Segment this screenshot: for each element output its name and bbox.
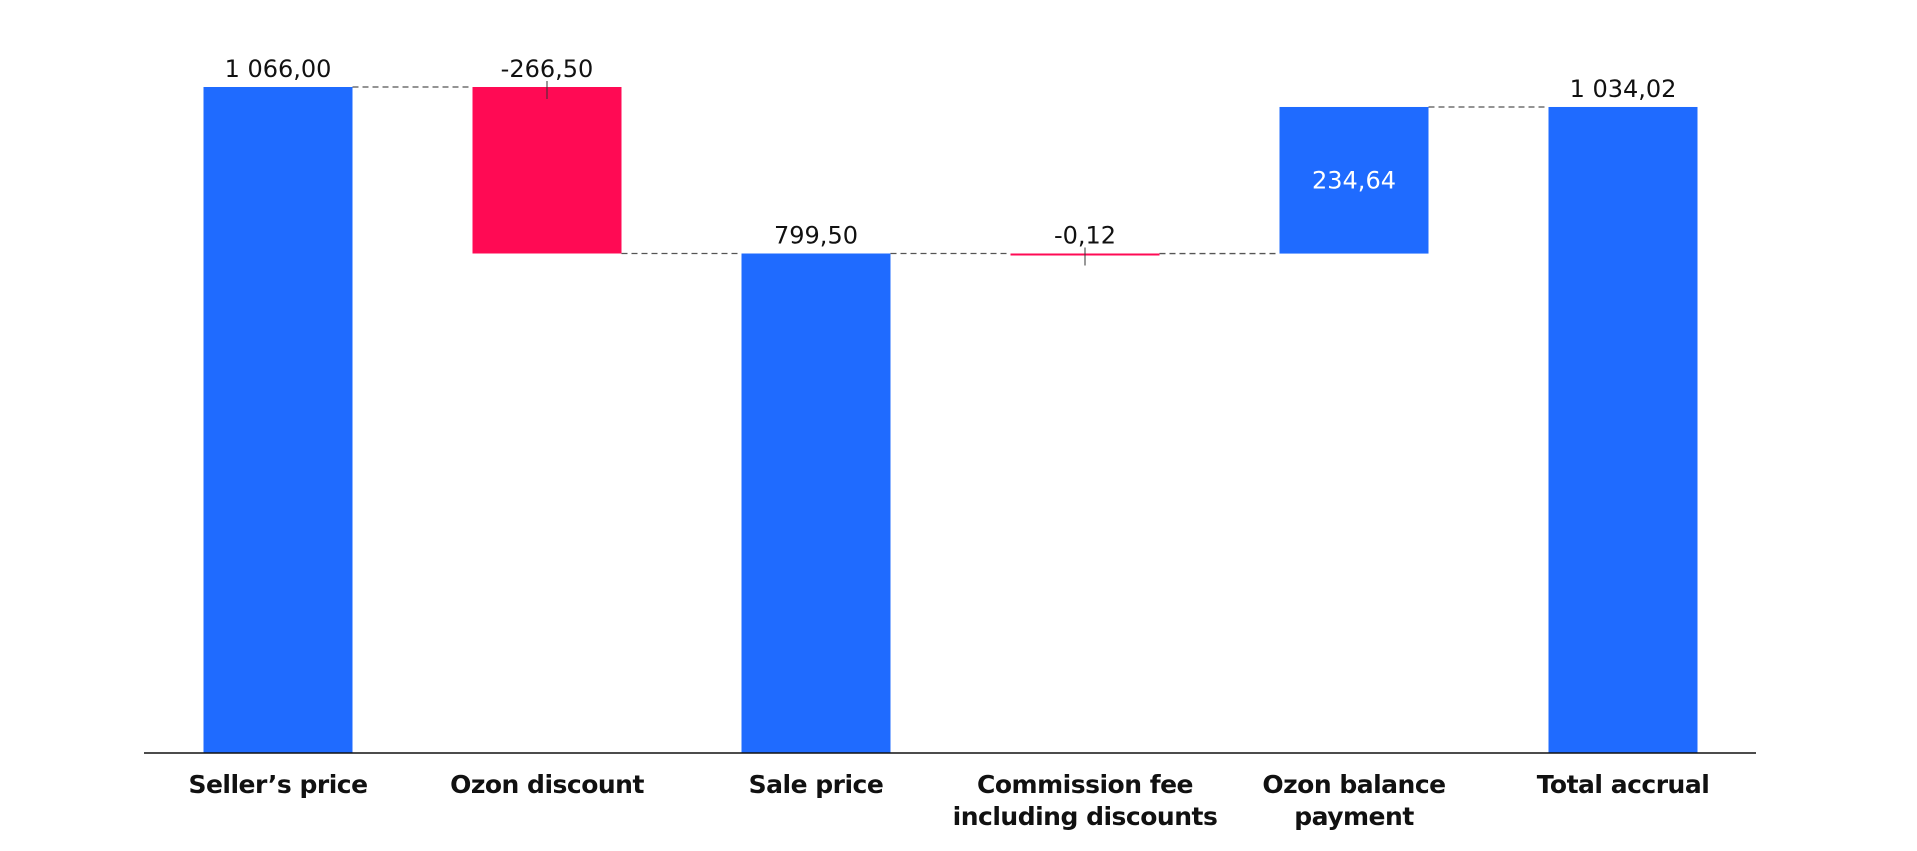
bar: [741, 253, 891, 753]
x-tick-label: Commission fee including discounts: [952, 770, 1218, 831]
value-label: 1 066,00: [225, 55, 332, 83]
bar: [203, 87, 353, 753]
x-tick-label: Ozon discount: [450, 770, 644, 799]
value-label: -266,50: [501, 55, 594, 83]
value-label: 799,50: [774, 222, 858, 250]
x-tick-label: Sale price: [748, 770, 884, 799]
bar: [1279, 106, 1429, 254]
value-label: 234,64: [1312, 166, 1396, 194]
x-tick-label: Seller’s price: [188, 770, 368, 799]
x-tick-label: Total accrual: [1536, 770, 1710, 799]
value-label: -0,12: [1054, 222, 1116, 250]
bar: [472, 87, 622, 254]
value-label: 1 034,02: [1570, 75, 1677, 103]
x-tick-label: Ozon balance payment: [1262, 770, 1446, 831]
bar: [1548, 106, 1698, 754]
